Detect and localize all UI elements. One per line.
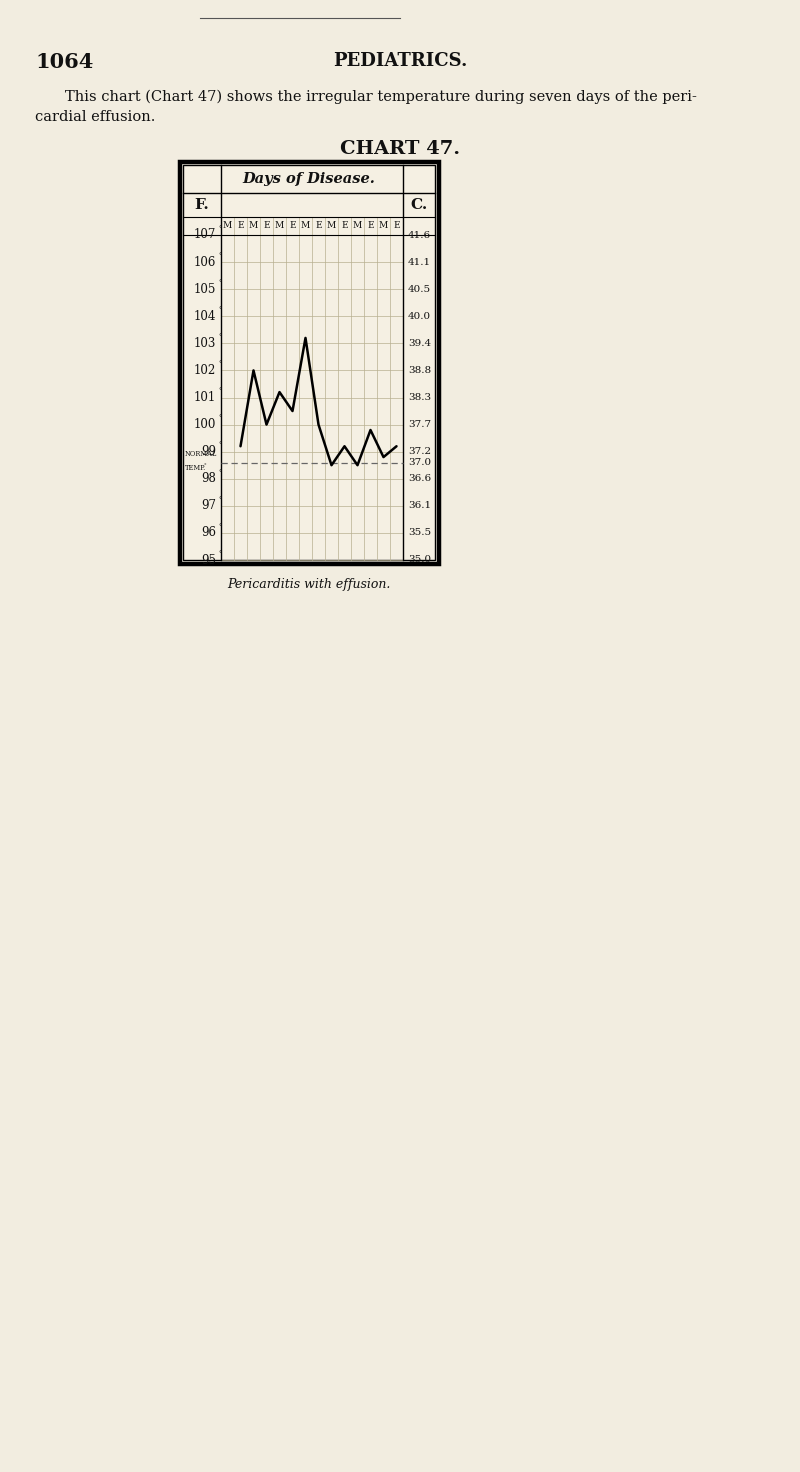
Text: 37.0: 37.0	[408, 458, 431, 467]
Text: 36.6: 36.6	[408, 474, 431, 483]
Text: E: E	[237, 221, 244, 231]
Text: 41.1: 41.1	[408, 258, 431, 266]
Text: 104: 104	[194, 309, 216, 322]
Text: M: M	[379, 221, 388, 231]
Text: Days of Disease.: Days of Disease.	[242, 172, 375, 185]
Text: 99: 99	[201, 445, 216, 458]
Text: E: E	[393, 221, 400, 231]
Text: °: °	[218, 551, 222, 558]
Text: CHART 47.: CHART 47.	[340, 140, 460, 158]
Text: 96: 96	[201, 527, 216, 539]
Text: 101: 101	[194, 392, 216, 403]
Text: cardial effusion.: cardial effusion.	[35, 110, 155, 124]
Text: This chart (Chart 47) shows the irregular temperature during seven days of the p: This chart (Chart 47) shows the irregula…	[65, 90, 697, 105]
Text: 39.4: 39.4	[408, 339, 431, 347]
Text: 100: 100	[194, 418, 216, 431]
Text: °: °	[218, 415, 222, 422]
Text: E: E	[289, 221, 296, 231]
Text: E: E	[263, 221, 270, 231]
Text: C.: C.	[410, 199, 428, 212]
Text: °: °	[218, 468, 222, 477]
Text: °: °	[203, 464, 206, 468]
Text: 40.5: 40.5	[408, 284, 431, 294]
Text: 107: 107	[194, 228, 216, 241]
Text: 103: 103	[194, 337, 216, 350]
Text: 1064: 1064	[35, 52, 94, 72]
Text: 38.8: 38.8	[408, 367, 431, 375]
Text: M: M	[301, 221, 310, 231]
Text: Pericarditis with effusion.: Pericarditis with effusion.	[227, 578, 390, 590]
Text: 106: 106	[194, 256, 216, 268]
Text: 105: 105	[194, 283, 216, 296]
Text: °: °	[218, 523, 222, 531]
Text: °: °	[218, 306, 222, 314]
Text: PEDIATRICS.: PEDIATRICS.	[333, 52, 467, 71]
Text: °: °	[218, 442, 222, 449]
Text: °: °	[218, 496, 222, 503]
Text: NORMAL: NORMAL	[185, 449, 218, 458]
Text: M: M	[327, 221, 336, 231]
Text: M: M	[275, 221, 284, 231]
Text: 35.0: 35.0	[408, 555, 431, 564]
Text: 35.5: 35.5	[408, 528, 431, 537]
Text: 95: 95	[201, 553, 216, 567]
Text: 97: 97	[201, 499, 216, 512]
Text: M: M	[223, 221, 232, 231]
Text: 40.0: 40.0	[408, 312, 431, 321]
Text: M: M	[353, 221, 362, 231]
Text: °: °	[218, 280, 222, 287]
Polygon shape	[183, 165, 435, 559]
Text: 37.7: 37.7	[408, 420, 431, 428]
Text: M: M	[249, 221, 258, 231]
Text: °: °	[218, 225, 222, 233]
Text: 37.2: 37.2	[408, 447, 431, 456]
Text: 41.6: 41.6	[408, 231, 431, 240]
Text: TEMP.: TEMP.	[185, 464, 206, 471]
Text: °: °	[218, 252, 222, 261]
Text: °: °	[218, 361, 222, 368]
Text: 36.1: 36.1	[408, 502, 431, 511]
Text: 38.3: 38.3	[408, 393, 431, 402]
Text: E: E	[341, 221, 348, 231]
Text: °: °	[218, 333, 222, 342]
Text: 98: 98	[201, 473, 216, 486]
Text: 102: 102	[194, 364, 216, 377]
Text: E: E	[367, 221, 374, 231]
Text: E: E	[315, 221, 322, 231]
Text: °: °	[218, 387, 222, 396]
Text: F.: F.	[194, 199, 210, 212]
